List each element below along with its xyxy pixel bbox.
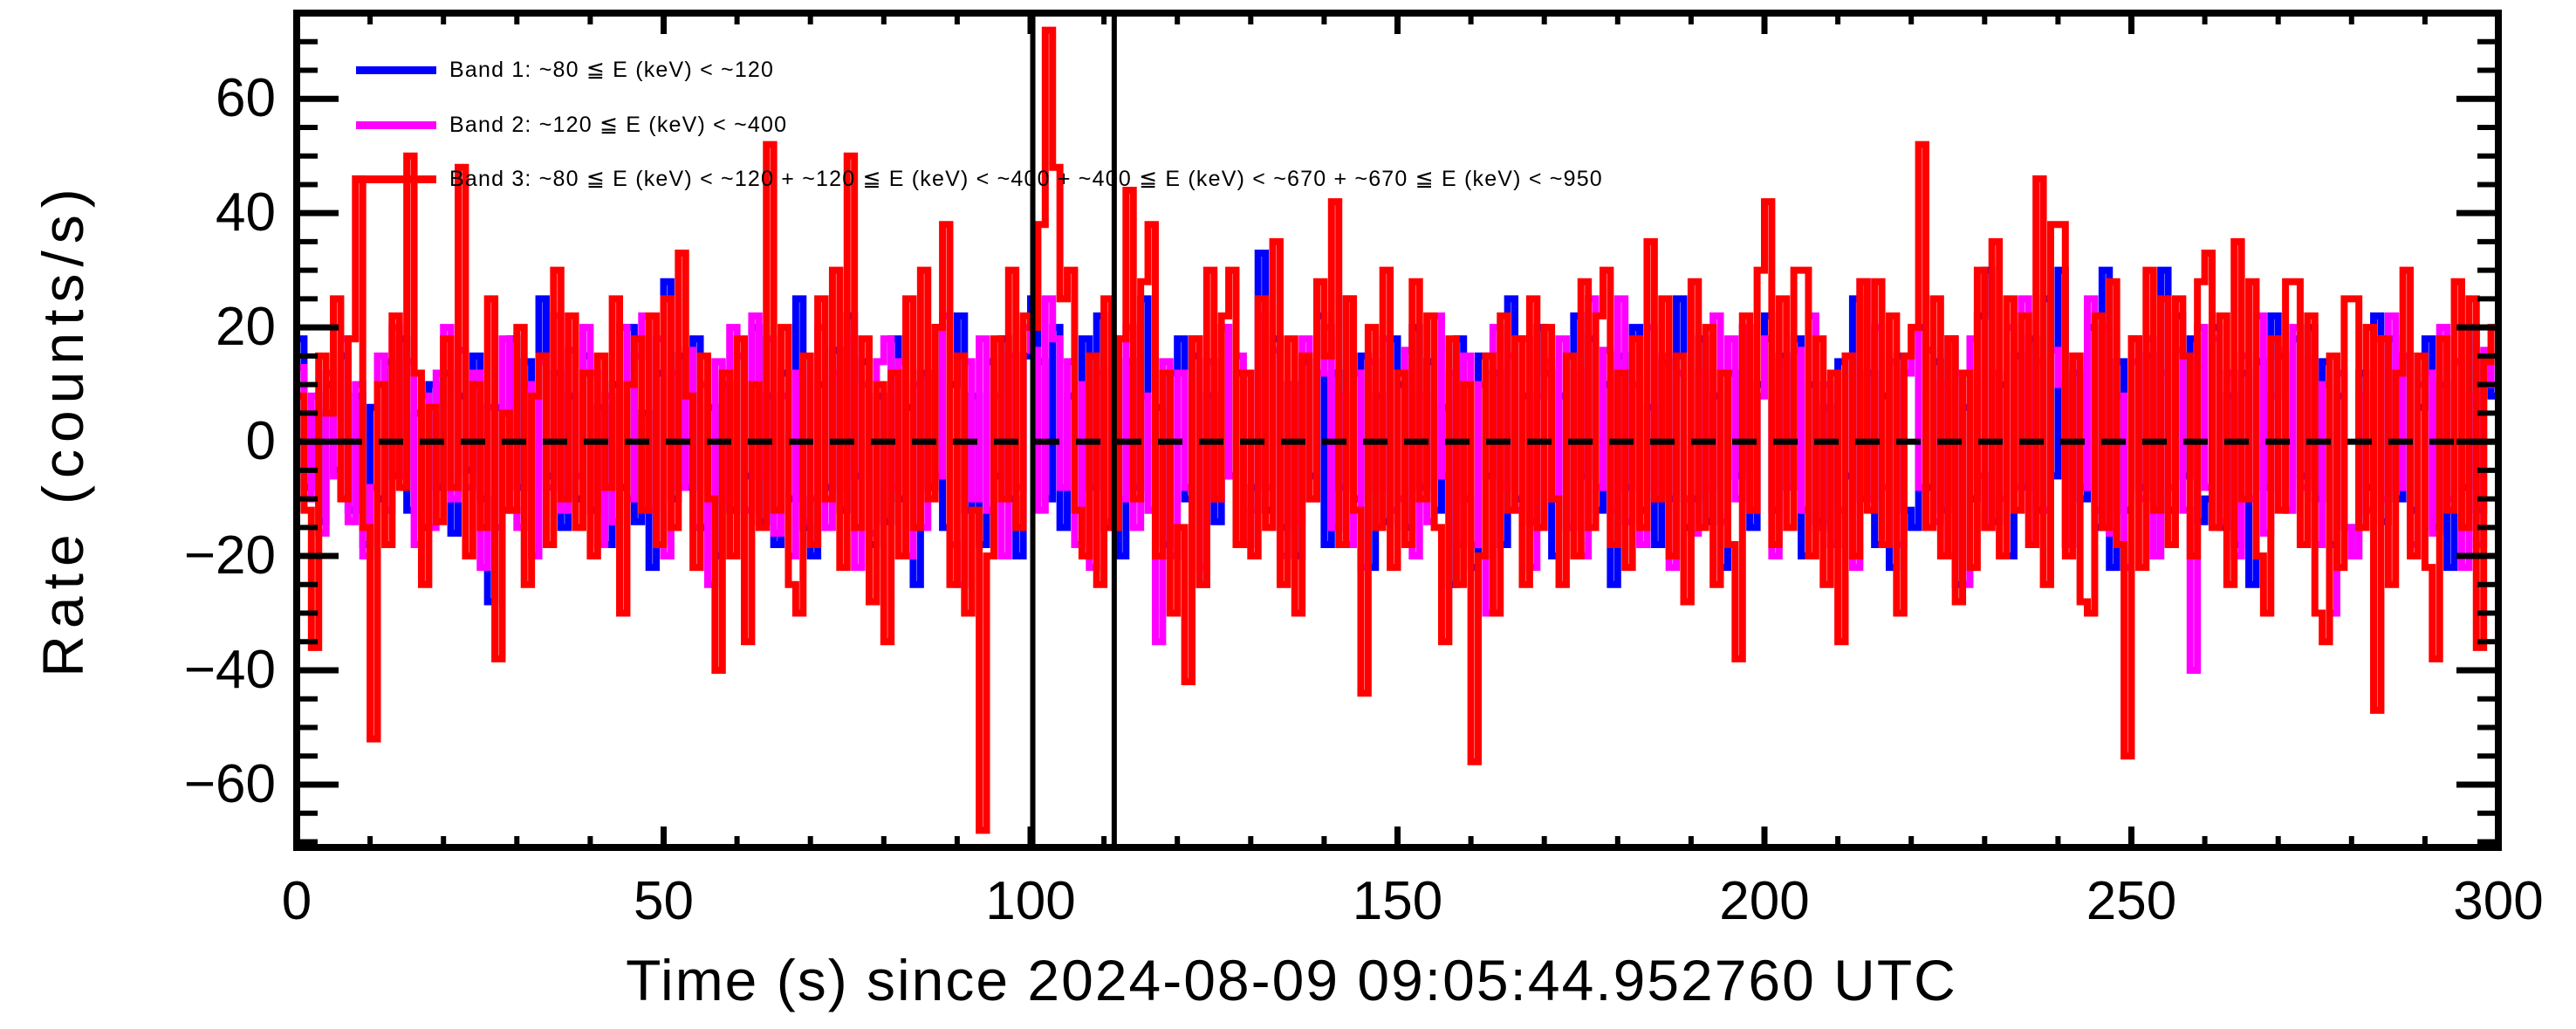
band1-color-swatch — [356, 65, 436, 74]
x-tick-label: 50 — [634, 871, 694, 931]
x-tick-label: 0 — [281, 871, 312, 931]
legend-row-band3: Band 3: ~80 ≦ E (keV) < ~120 + ~120 ≦ E … — [356, 166, 1603, 192]
y-tick-label: −40 — [183, 640, 276, 700]
legend-row-band1: Band 1: ~80 ≦ E (keV) < ~120 — [356, 57, 774, 83]
y-tick-label: −20 — [183, 525, 276, 587]
x-axis-title: Time (s) since 2024-08-09 09:05:44.95276… — [626, 948, 1957, 1012]
x-tick-label: 150 — [1352, 871, 1443, 931]
y-tick-label: 40 — [216, 182, 276, 244]
y-axis-title: Rate (counts/s) — [31, 182, 95, 677]
band2-color-swatch — [356, 120, 436, 129]
x-tick-label: 250 — [2086, 871, 2177, 931]
x-tick-label: 300 — [2453, 871, 2544, 931]
y-tick-label: 60 — [216, 68, 276, 129]
x-tick-label: 200 — [1719, 871, 1810, 931]
legend-row-band2: Band 2: ~120 ≦ E (keV) < ~400 — [356, 112, 787, 138]
y-tick-label: −60 — [183, 753, 276, 814]
x-tick-label: 100 — [985, 871, 1076, 931]
y-tick-label: 20 — [216, 297, 276, 358]
legend-label-band2: Band 2: ~120 ≦ E (keV) < ~400 — [449, 113, 788, 137]
legend-label-band1: Band 1: ~80 ≦ E (keV) < ~120 — [449, 58, 775, 82]
band3-color-swatch — [356, 175, 436, 183]
y-tick-label: 0 — [245, 411, 276, 472]
legend-label-band3: Band 3: ~80 ≦ E (keV) < ~120 + ~120 ≦ E … — [449, 167, 1603, 191]
